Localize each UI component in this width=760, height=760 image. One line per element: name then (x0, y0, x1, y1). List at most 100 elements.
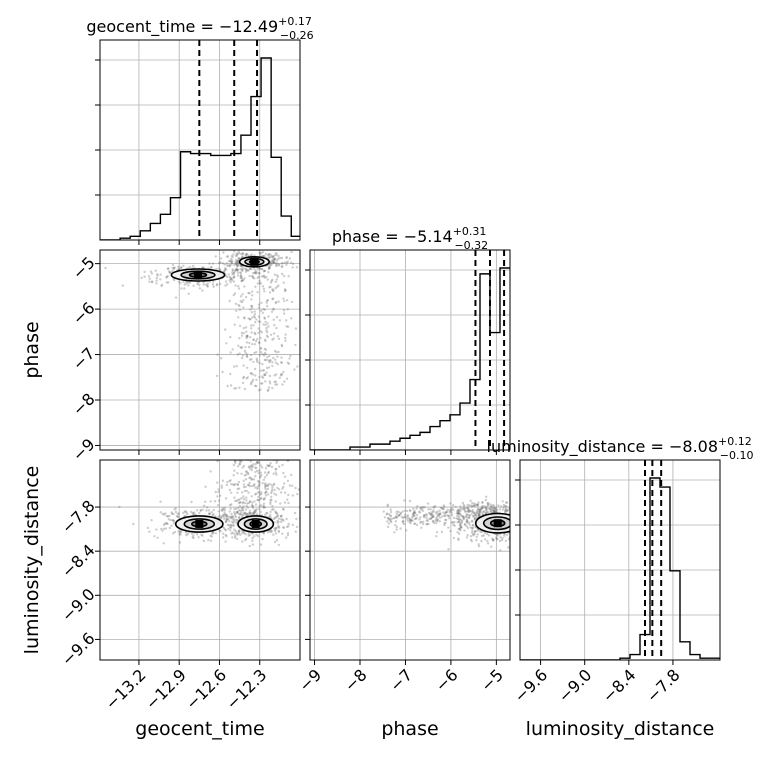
sample-point (236, 353, 239, 356)
sample-point (466, 526, 470, 530)
sample-point (537, 522, 539, 524)
title-plus: +0.17 (278, 15, 312, 28)
sample-point (229, 335, 232, 339)
sample-point (230, 262, 233, 265)
density-peak (250, 257, 259, 266)
sample-point (491, 537, 494, 540)
sample-point (468, 510, 471, 513)
sample-point (229, 529, 232, 532)
sample-point (165, 514, 168, 518)
sample-point (240, 334, 244, 337)
sample-point (272, 308, 275, 311)
sample-point (229, 507, 232, 510)
sample-point (274, 471, 277, 474)
sample-point (474, 530, 477, 533)
sample-point (253, 316, 257, 319)
sample-point (258, 279, 261, 283)
x-axis-label: luminosity_distance (526, 718, 715, 740)
sample-point (511, 511, 513, 513)
sample-point (257, 271, 260, 275)
sample-point (232, 520, 236, 523)
x-tick-label: −9 (295, 665, 325, 695)
sample-point (232, 272, 235, 275)
sample-point (277, 254, 280, 258)
x-tick-label: −5 (477, 665, 507, 695)
sample-point (515, 519, 517, 521)
sample-point (240, 455, 242, 457)
sample-point (279, 373, 283, 376)
sample-point (237, 512, 241, 515)
sample-point (198, 511, 201, 515)
sample-point (269, 498, 272, 502)
sample-point (258, 341, 261, 344)
sample-point (484, 507, 488, 510)
sample-point (225, 534, 228, 538)
sample-point (284, 536, 288, 539)
sample-point (248, 318, 252, 321)
sample-point (492, 538, 495, 541)
sample-point (522, 535, 524, 537)
sample-point (238, 498, 241, 501)
sample-point (522, 540, 524, 542)
sample-point (542, 522, 544, 524)
sample-point (459, 526, 463, 529)
sample-point (263, 471, 267, 474)
sample-point (254, 466, 257, 469)
sample-point (233, 483, 236, 487)
sample-point (280, 518, 283, 521)
sample-point (270, 259, 273, 263)
sample-point (254, 466, 258, 470)
sample-point (269, 254, 273, 257)
x-ticks (138, 450, 261, 455)
sample-point (471, 502, 474, 505)
x-axis-label: geocent_time (135, 718, 264, 740)
sample-point (264, 373, 267, 377)
sample-point (413, 517, 416, 521)
sample-point (474, 503, 477, 506)
sample-point (529, 520, 531, 522)
sample-point (237, 250, 240, 253)
sample-point (537, 511, 539, 513)
sample-point (460, 519, 464, 523)
sample-point (435, 517, 438, 520)
sample-point (216, 353, 219, 356)
sample-point (266, 484, 270, 488)
sample-point (254, 493, 257, 496)
sample-point (491, 508, 494, 512)
sample-point (525, 509, 527, 511)
sample-point (266, 487, 270, 491)
sample-point (482, 534, 485, 537)
sample-point (224, 540, 227, 543)
sample-point (284, 333, 287, 336)
sample-point (266, 389, 269, 392)
sample-point (546, 526, 548, 528)
sample-point (273, 324, 276, 327)
sample-point (239, 513, 243, 516)
sample-point (150, 280, 154, 284)
sample-point (457, 508, 460, 512)
sample-point (258, 498, 261, 501)
sample-point (267, 464, 271, 468)
sample-point (438, 512, 441, 515)
sample-point (254, 384, 257, 387)
sample-point (165, 522, 168, 525)
sample-point (156, 273, 159, 276)
sample-point (538, 514, 540, 516)
sample-point (224, 280, 228, 283)
sample-point (408, 499, 412, 503)
sample-point (478, 511, 481, 514)
sample-point (264, 353, 267, 356)
sample-point (230, 260, 233, 264)
sample-point (234, 269, 237, 272)
sample-point (271, 255, 274, 258)
sample-point (276, 514, 280, 518)
sample-point (447, 515, 451, 518)
sample-point (235, 511, 238, 515)
sample-point (271, 486, 274, 489)
sample-point (263, 317, 266, 320)
sample-point (245, 336, 248, 340)
sample-point (159, 273, 162, 276)
sample-point (249, 467, 252, 470)
sample-point (256, 338, 259, 341)
sample-point (263, 483, 267, 486)
